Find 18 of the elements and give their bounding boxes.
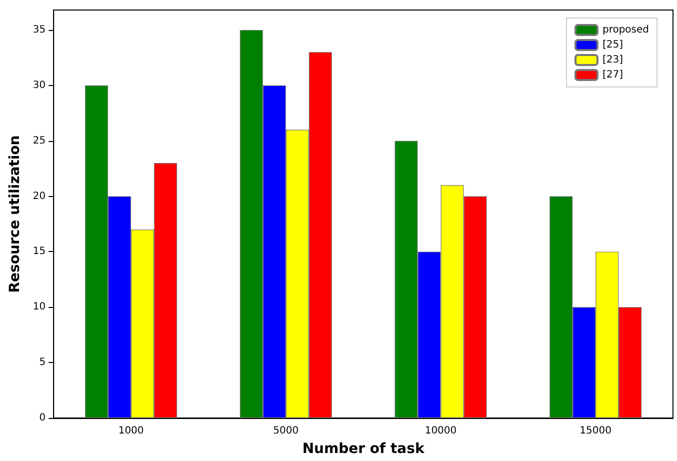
x-tick-label: 15000	[580, 426, 612, 436]
y-tick-label: 15	[32, 246, 46, 258]
legend-label: [25]	[602, 40, 624, 50]
x-tick-label: 5000	[273, 426, 299, 436]
y-tick-label: 25	[32, 135, 46, 146]
y-tick-label: 35	[32, 24, 46, 36]
legend-label: proposed	[602, 24, 650, 36]
x-axis-title: Number of task	[302, 441, 425, 457]
y-tick-label: 5	[39, 357, 46, 368]
y-tick-label: 30	[32, 80, 46, 91]
y-axis-title: Resource utilization	[7, 135, 23, 293]
legend-label: [23]	[602, 54, 624, 66]
x-tick-label: 1000	[118, 426, 144, 436]
y-tick-label: 10	[32, 302, 46, 313]
y-tick-label: 0	[39, 412, 46, 424]
legend-label: [27]	[602, 70, 624, 80]
y-tick-label: 20	[32, 190, 46, 202]
x-tick-label: 10000	[424, 426, 457, 436]
